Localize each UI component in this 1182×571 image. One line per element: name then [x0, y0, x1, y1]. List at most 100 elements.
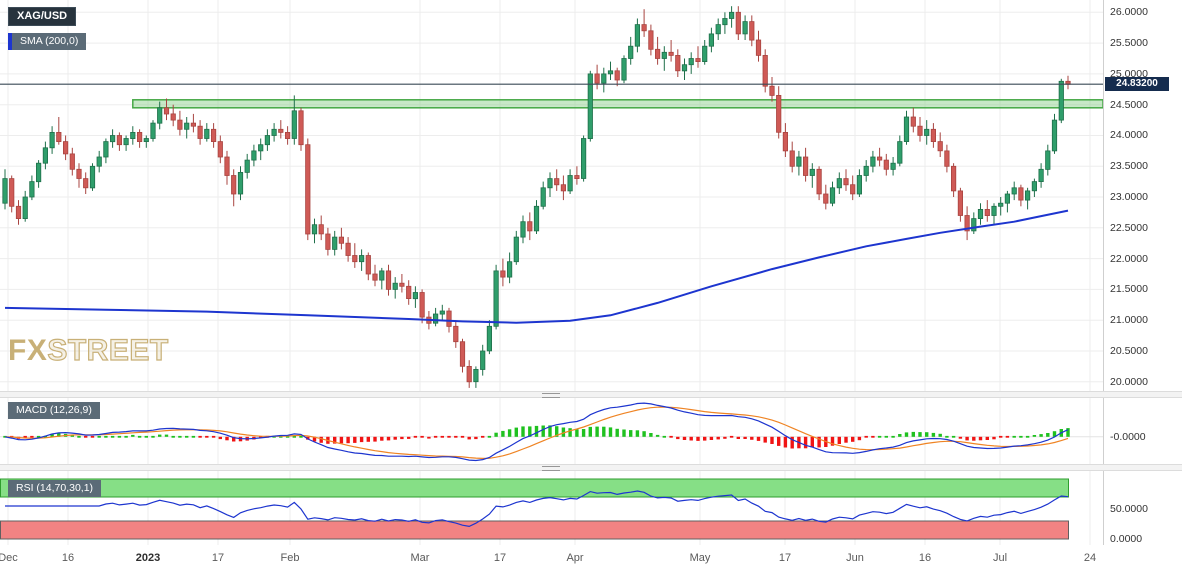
candle-body	[614, 70, 620, 81]
candle-body	[244, 159, 250, 173]
macd-indicator-badge[interactable]: MACD (12,26,9)	[8, 402, 100, 419]
candle-body	[964, 215, 970, 232]
candle-body	[325, 233, 331, 250]
macd-histogram-bar	[185, 435, 189, 438]
candle-body	[742, 21, 748, 35]
candle-body	[466, 365, 472, 383]
candle-body	[1031, 181, 1037, 192]
candle-body	[49, 131, 55, 149]
candle-body	[648, 30, 654, 50]
macd-histogram-bar	[50, 433, 54, 437]
panel-resize-grip[interactable]	[542, 393, 560, 398]
candle-body	[1004, 193, 1011, 204]
macd-histogram-bar	[635, 430, 640, 437]
macd-histogram-bar	[43, 435, 48, 438]
candle-body	[110, 135, 116, 143]
macd-histogram-bar	[1032, 435, 1037, 437]
candle-body	[177, 119, 183, 130]
candle-body	[681, 64, 688, 72]
time-tick-label: 17	[778, 552, 792, 564]
candle-body	[587, 73, 593, 139]
candle-body	[567, 175, 573, 192]
candle-body	[258, 144, 264, 152]
macd-histogram-bar	[178, 435, 182, 438]
macd-histogram-bar	[595, 426, 599, 437]
macd-histogram-bar	[427, 436, 431, 439]
rsi-chart-canvas[interactable]	[0, 471, 1103, 545]
candle-body	[365, 255, 371, 275]
macd-histogram-bar	[837, 436, 841, 444]
candle-body	[500, 270, 506, 278]
macd-histogram-bar	[359, 436, 364, 443]
macd-histogram-bar	[938, 433, 942, 437]
price-tick-label: 20.0000	[1110, 375, 1148, 388]
macd-histogram-bar	[581, 429, 586, 437]
candle-body	[816, 168, 822, 195]
macd-histogram-bar	[642, 431, 646, 437]
candle-body	[123, 138, 129, 146]
macd-histogram-bar	[373, 436, 377, 442]
macd-histogram-bar	[676, 436, 680, 440]
macd-histogram-bar	[830, 436, 835, 446]
macd-histogram-bar	[312, 436, 317, 442]
time-tick-label: 24	[1083, 552, 1097, 564]
candle-body	[581, 138, 587, 179]
macd-histogram-bar	[568, 428, 572, 437]
candle-body	[332, 236, 338, 250]
candle-body	[951, 165, 957, 192]
panel-resize-grip[interactable]	[542, 466, 560, 471]
candle-body	[547, 178, 553, 189]
macd-histogram-bar	[884, 435, 888, 438]
macd-histogram-bar	[588, 426, 592, 437]
macd-histogram-bar	[299, 435, 303, 438]
macd-histogram-bar	[689, 436, 693, 441]
macd-histogram-bar	[925, 432, 929, 437]
candle-body	[184, 122, 190, 130]
candle-body	[823, 193, 829, 204]
candle-body	[130, 131, 136, 139]
macd-histogram-bar	[218, 436, 222, 440]
candle-body	[903, 116, 910, 143]
macd-histogram-bar	[460, 435, 465, 438]
candle-body	[715, 24, 721, 35]
time-tick-label: 17	[493, 552, 507, 564]
candle-body	[446, 310, 452, 327]
candle-body	[1018, 187, 1024, 201]
candle-body	[190, 122, 196, 127]
macd-histogram-bar	[1052, 431, 1057, 437]
macd-histogram-bar	[104, 435, 108, 438]
candle-body	[890, 162, 896, 170]
sma-indicator-badge[interactable]: SMA (200,0)	[8, 33, 87, 50]
candle-body	[776, 95, 782, 133]
macd-histogram-bar	[407, 436, 411, 439]
candle-body	[392, 282, 398, 290]
macd-chart-canvas[interactable]	[0, 398, 1103, 464]
candle-body	[385, 270, 392, 290]
price-panel: FXSTREET XAG/USD SMA (200,0)	[0, 0, 1103, 391]
rsi-panel: RSI (14,70,30,1)	[0, 471, 1103, 545]
candle-body	[103, 141, 109, 158]
macd-histogram-bar	[770, 436, 774, 444]
macd-signal-line	[4, 406, 1069, 460]
price-tick-label: 23.0000	[1110, 191, 1148, 204]
time-tick-label: Mar	[410, 552, 430, 564]
rsi-indicator-badge[interactable]: RSI (14,70,30,1)	[8, 480, 102, 497]
macd-histogram-bar	[871, 435, 875, 438]
candle-body	[762, 55, 768, 87]
macd-histogram-bar	[494, 432, 498, 437]
candle-body	[1038, 168, 1044, 183]
macd-histogram-bar	[877, 435, 882, 438]
price-tick-label: 26.0000	[1110, 6, 1148, 19]
price-chart-canvas[interactable]	[0, 0, 1103, 391]
macd-histogram-bar	[682, 436, 687, 440]
symbol-badge[interactable]: XAG/USD	[8, 7, 77, 26]
macd-histogram-bar	[90, 435, 95, 438]
macd-histogram-bar	[77, 435, 81, 438]
candle-body	[1011, 187, 1017, 195]
time-axis: Dec 16 2023 17 Feb Mar 17 Apr May 17 Jun 16 Jul 24	[0, 545, 1103, 571]
macd-histogram-bar	[851, 436, 855, 442]
candle-body	[406, 285, 412, 299]
candle-body	[83, 178, 89, 189]
candle-body	[883, 159, 889, 170]
macd-histogram-bar	[117, 435, 122, 438]
